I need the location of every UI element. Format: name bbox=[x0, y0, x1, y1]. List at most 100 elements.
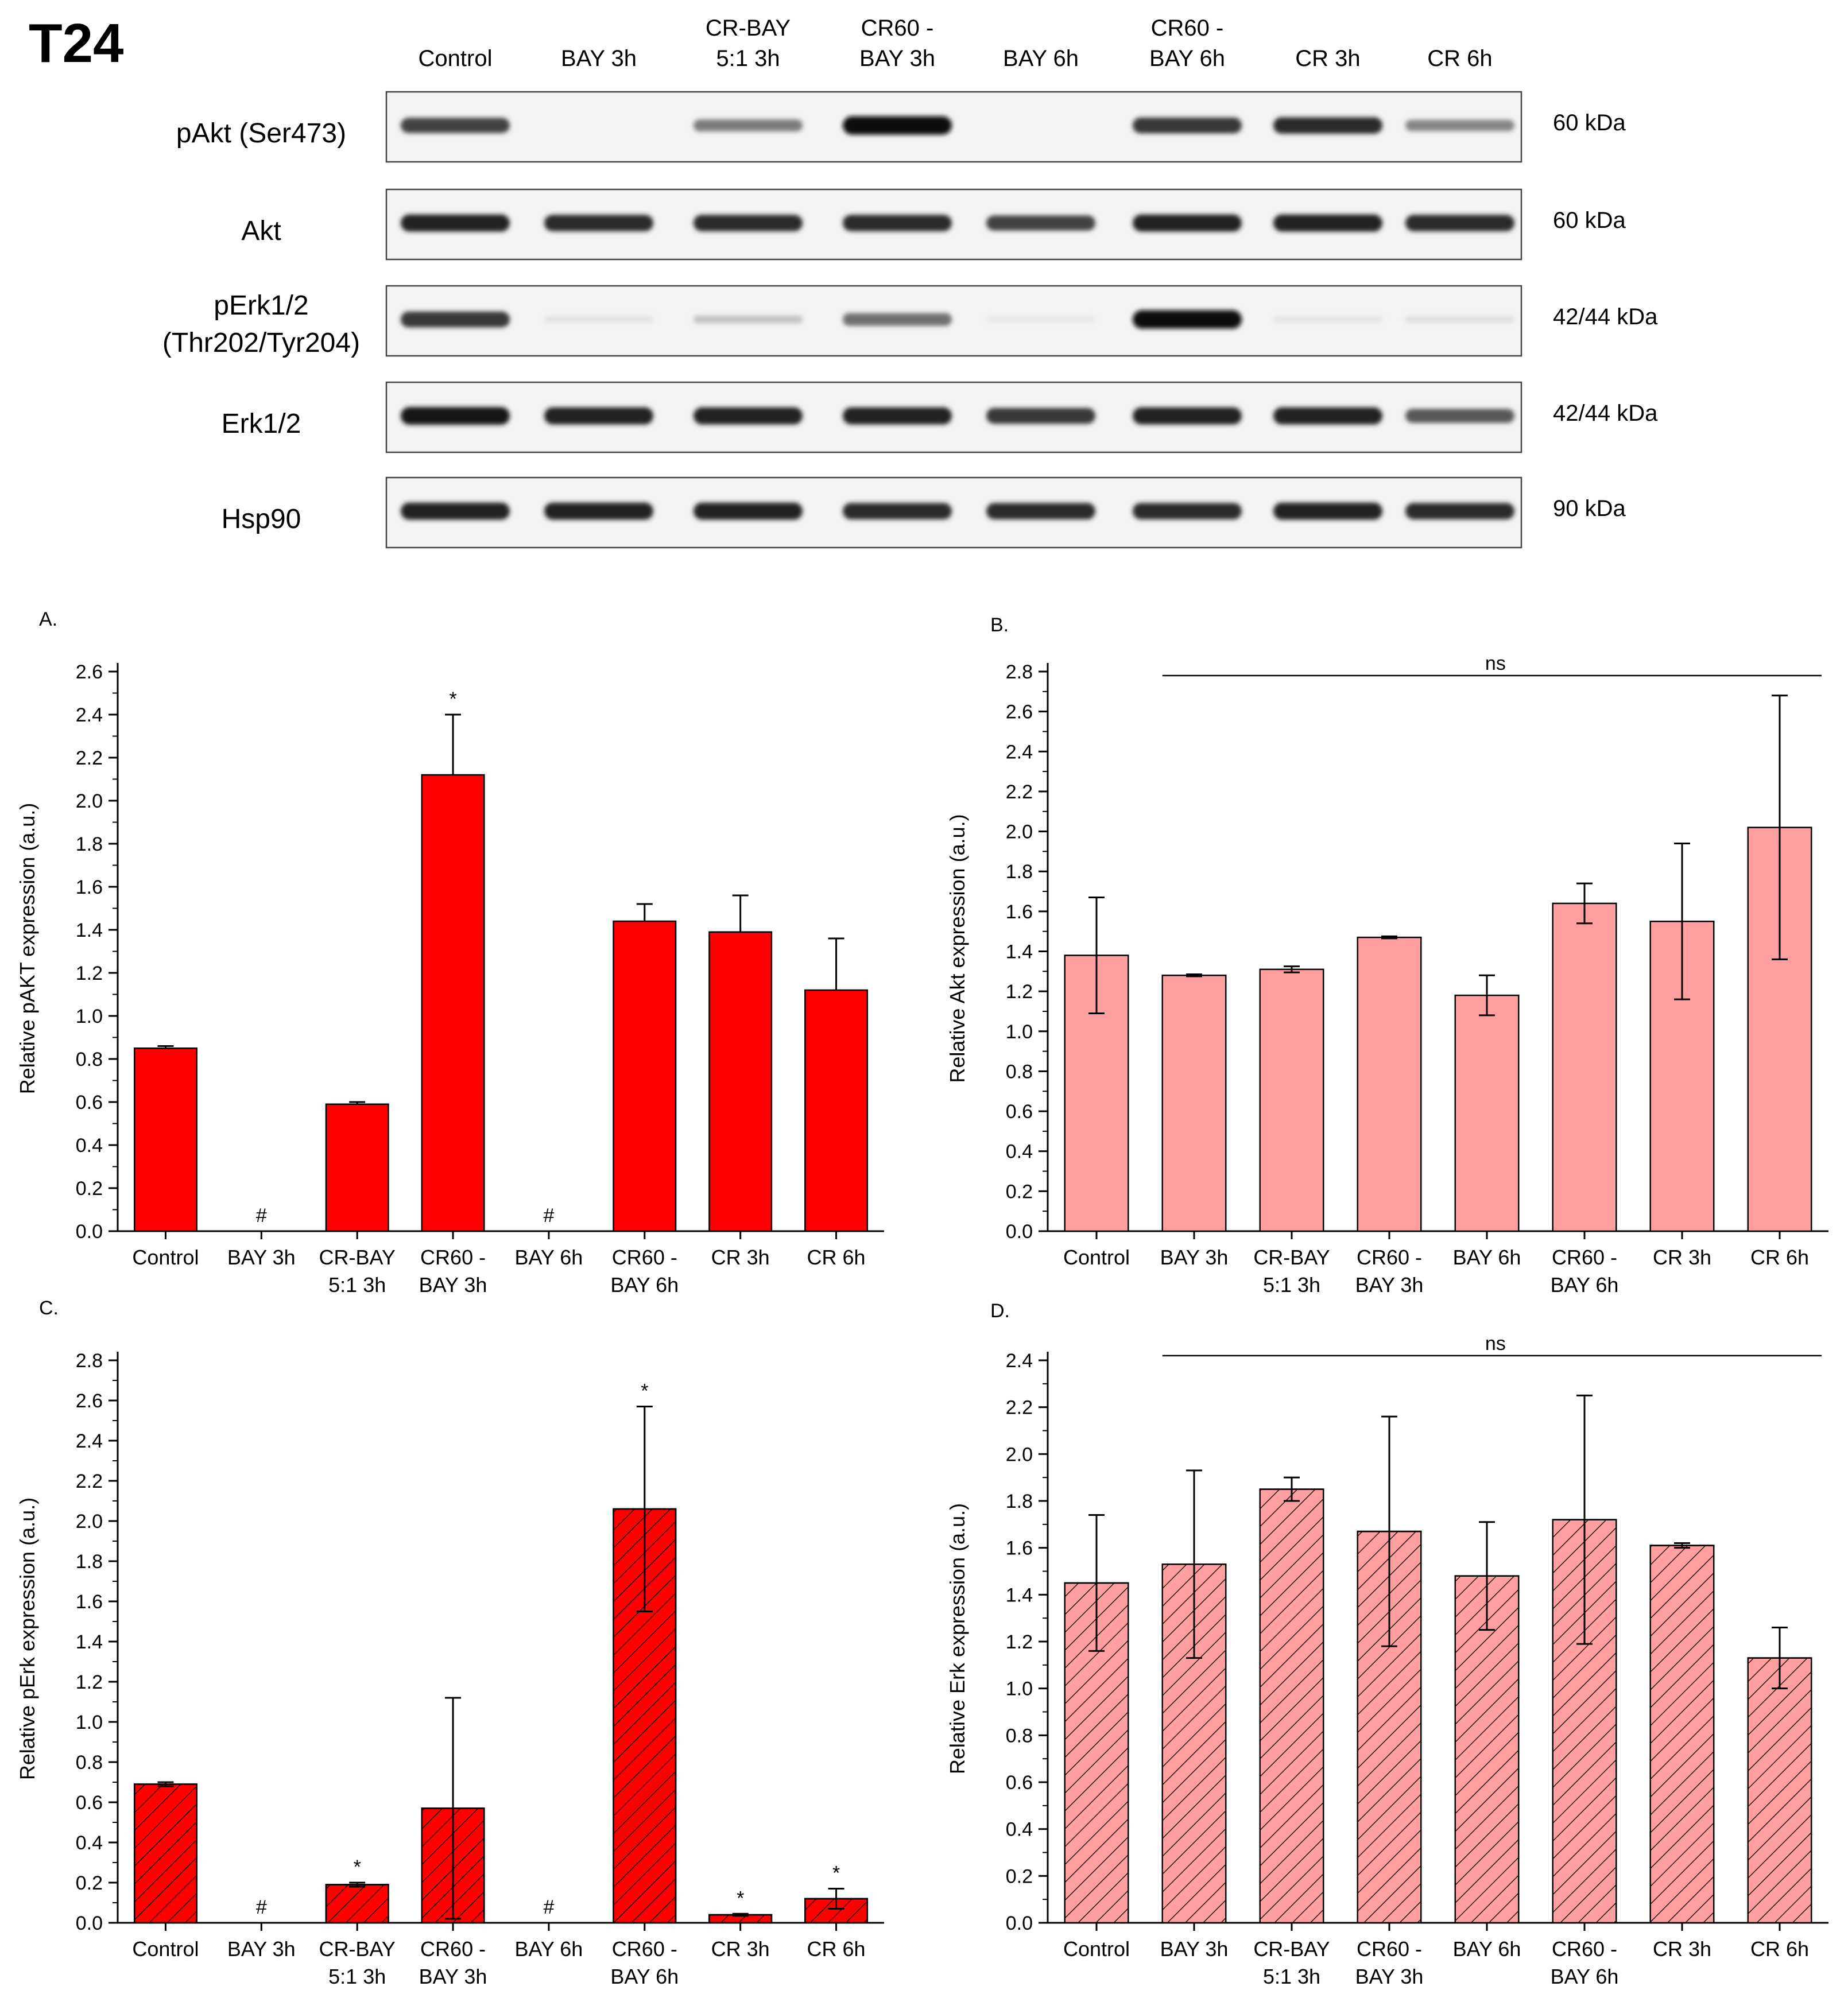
blot-kda-label-4: 42/44 kDa bbox=[1553, 401, 1658, 426]
blot-band bbox=[694, 215, 803, 231]
significance-mark: * bbox=[737, 1887, 744, 1909]
y-tick-label: 0.0 bbox=[76, 1221, 103, 1243]
blot-band bbox=[1133, 117, 1242, 134]
ns-label: ns bbox=[1485, 1333, 1506, 1355]
panel-letter: B. bbox=[990, 614, 1009, 636]
blot-band bbox=[1405, 409, 1514, 423]
blot-band bbox=[401, 311, 510, 328]
bar bbox=[1357, 936, 1422, 1232]
blot-band bbox=[544, 502, 653, 520]
x-tick-label: CR-BAY bbox=[319, 1246, 396, 1269]
y-axis-label: Relative Erk expression (a.u.) bbox=[946, 1503, 969, 1774]
lane-label-3-line2: 5:1 3h bbox=[716, 46, 780, 71]
blot-band bbox=[544, 407, 653, 425]
x-tick-label: Control bbox=[132, 1246, 199, 1269]
y-tick-label: 2.6 bbox=[1006, 701, 1033, 723]
x-tick-label: 5:1 3h bbox=[328, 1965, 386, 1988]
blot-band bbox=[1133, 214, 1242, 232]
lane-label-5-line2: BAY 6h bbox=[1003, 46, 1079, 71]
y-tick-label: 2.0 bbox=[76, 790, 103, 812]
blot-band bbox=[401, 407, 510, 425]
y-tick-label: 0.8 bbox=[1006, 1725, 1033, 1747]
y-tick-label: 1.0 bbox=[76, 1712, 103, 1733]
y-tick-label: 2.4 bbox=[76, 1430, 103, 1452]
x-tick-label: BAY 3h bbox=[419, 1273, 487, 1297]
blot-band bbox=[843, 116, 952, 135]
y-tick-label: 1.4 bbox=[76, 920, 103, 941]
blot-band bbox=[986, 408, 1095, 424]
y-tick-label: 2.2 bbox=[76, 1471, 103, 1492]
x-tick-label: CR 6h bbox=[1750, 1937, 1809, 1961]
y-axis-label: Relative Akt expression (a.u.) bbox=[946, 814, 969, 1083]
blot-band bbox=[401, 214, 510, 232]
x-tick-label: BAY 3h bbox=[1160, 1937, 1229, 1961]
lane-label-2-line2: BAY 3h bbox=[561, 46, 637, 71]
y-tick-label: 2.0 bbox=[76, 1511, 103, 1533]
significance-mark: # bbox=[256, 1205, 267, 1227]
blot-row-label-3-line1: pErk1/2 bbox=[214, 290, 308, 321]
blot-band bbox=[843, 313, 952, 326]
blot-band bbox=[843, 407, 952, 425]
y-tick-label: 0.0 bbox=[76, 1912, 103, 1934]
blot-band bbox=[401, 502, 510, 520]
blot-band bbox=[986, 215, 1095, 231]
x-tick-label: BAY 6h bbox=[515, 1246, 583, 1269]
y-tick-label: 1.6 bbox=[76, 876, 103, 898]
bar-hatch bbox=[1747, 1657, 1812, 1924]
x-tick-label: 5:1 3h bbox=[328, 1273, 386, 1297]
chart-panel-b: B. 0.0 0.2 0.4 0.6 0.8 1.0 1.2 1.4 1.6 1.8 2.0 2.2 2.… bbox=[946, 614, 1828, 1297]
x-tick-label: Control bbox=[1063, 1246, 1130, 1269]
blot-kda-label-5: 90 kDa bbox=[1553, 496, 1626, 521]
lane-label-4-line2: BAY 3h bbox=[859, 46, 935, 71]
y-tick-label: 2.0 bbox=[1006, 1444, 1033, 1465]
lane-label-6-line1: CR60 - bbox=[1151, 15, 1224, 41]
bar bbox=[133, 1048, 197, 1232]
y-tick-label: 2.0 bbox=[1006, 821, 1033, 843]
blot-band bbox=[1273, 407, 1382, 425]
lane-label-7-line2: CR 3h bbox=[1295, 46, 1360, 71]
blot-row-label-1: pAkt (Ser473) bbox=[176, 118, 346, 149]
y-tick-label: 0.2 bbox=[1006, 1181, 1033, 1202]
significance-mark: # bbox=[256, 1896, 267, 1918]
y-tick-label: 2.2 bbox=[1006, 1397, 1033, 1419]
bar bbox=[1161, 975, 1227, 1232]
x-tick-label: Control bbox=[132, 1937, 199, 1961]
panel-letter: C. bbox=[39, 1297, 59, 1319]
lane-label-3-line1: CR-BAY bbox=[706, 15, 791, 41]
blot-band bbox=[986, 503, 1095, 519]
x-tick-label: BAY 6h bbox=[515, 1937, 583, 1961]
y-tick-label: 2.8 bbox=[76, 1350, 103, 1372]
y-tick-label: 1.8 bbox=[76, 833, 103, 855]
blot-row-label-5: Hsp90 bbox=[222, 504, 301, 534]
blot-band bbox=[1273, 214, 1382, 232]
ns-label: ns bbox=[1485, 653, 1506, 674]
bar bbox=[325, 1103, 389, 1232]
y-tick-label: 1.4 bbox=[1006, 1584, 1033, 1606]
significance-mark: * bbox=[354, 1856, 361, 1878]
y-tick-label: 2.8 bbox=[1006, 661, 1033, 683]
y-tick-label: 0.8 bbox=[76, 1752, 103, 1774]
x-tick-label: CR60 - bbox=[1552, 1937, 1617, 1961]
x-tick-label: BAY 3h bbox=[1355, 1965, 1424, 1988]
y-tick-label: 1.0 bbox=[1006, 1021, 1033, 1043]
y-tick-label: 2.6 bbox=[76, 661, 103, 683]
bar bbox=[1454, 994, 1520, 1232]
y-axis-label: Relative pErk expression (a.u.) bbox=[16, 1497, 39, 1780]
significance-mark: # bbox=[543, 1205, 554, 1227]
y-tick-label: 0.0 bbox=[1006, 1221, 1033, 1243]
x-tick-label: BAY 3h bbox=[1160, 1246, 1229, 1269]
x-tick-label: BAY 3h bbox=[227, 1246, 296, 1269]
significance-mark: * bbox=[832, 1863, 840, 1884]
y-tick-label: 0.4 bbox=[76, 1135, 103, 1157]
y-tick-label: 1.4 bbox=[76, 1631, 103, 1653]
bar bbox=[708, 931, 773, 1232]
x-tick-label: 5:1 3h bbox=[1263, 1273, 1320, 1297]
y-tick-label: 1.2 bbox=[1006, 1631, 1033, 1653]
y-tick-label: 0.6 bbox=[1006, 1772, 1033, 1794]
x-tick-label: CR 6h bbox=[1750, 1246, 1809, 1269]
chart-panel-a: A. 0.0 0.2 0.4 0.6 0.8 1.0 1.2 1.4 1.6 1.8 2.0 2.2 2.… bbox=[16, 608, 884, 1297]
blot-band bbox=[843, 503, 952, 519]
lane-label-6-line2: BAY 6h bbox=[1149, 46, 1225, 71]
bar bbox=[1259, 968, 1324, 1232]
